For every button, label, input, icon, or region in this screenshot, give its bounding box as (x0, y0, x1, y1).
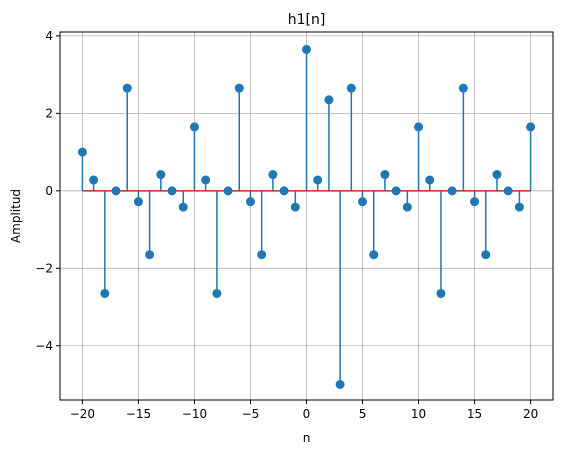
stem-marker (514, 202, 524, 212)
stem-marker (526, 122, 536, 132)
stem-marker (358, 197, 368, 207)
x-tick-label: −10 (182, 407, 207, 421)
stem-marker (89, 175, 99, 185)
stem-marker (458, 83, 468, 93)
stem-marker (122, 83, 132, 93)
stem-marker (335, 380, 345, 390)
stem-marker (380, 170, 390, 180)
stem-marker (234, 83, 244, 93)
y-tick-label: −4 (35, 339, 53, 353)
stem-marker (324, 95, 334, 105)
stem-marker (346, 83, 356, 93)
x-tick-label: 15 (467, 407, 482, 421)
x-tick-label: 0 (303, 407, 311, 421)
stem-marker (290, 202, 300, 212)
stem-marker (201, 175, 211, 185)
stem-marker (481, 250, 491, 260)
stem-marker (470, 197, 480, 207)
markers (77, 44, 536, 390)
y-ticks: −4 −2 0 2 4 (35, 29, 60, 353)
x-tick-label: 5 (359, 407, 367, 421)
x-tick-label: 20 (523, 407, 538, 421)
stem-marker (279, 186, 289, 196)
stem-marker (77, 147, 87, 157)
x-tick-label: 10 (411, 407, 426, 421)
x-tick-label: −15 (126, 407, 151, 421)
stem-marker (189, 122, 199, 132)
stem-marker (111, 186, 121, 196)
chart-title: h1[n] (288, 12, 326, 28)
y-tick-label: 2 (45, 106, 53, 120)
x-tick-label: −20 (70, 407, 95, 421)
stem-marker (436, 288, 446, 298)
stem-marker (167, 186, 177, 196)
stem-marker (245, 197, 255, 207)
stem-marker (156, 170, 166, 180)
stem-marker (369, 250, 379, 260)
stem-marker (313, 175, 323, 185)
y-tick-label: 4 (45, 29, 53, 43)
x-ticks: −20 −15 −10 −5 0 5 10 15 20 (70, 400, 538, 421)
stem-marker (268, 170, 278, 180)
stem-marker (492, 170, 502, 180)
y-tick-label: 0 (45, 184, 53, 198)
stem-marker (302, 44, 311, 54)
x-tick-label: −5 (242, 407, 260, 421)
y-tick-label: −2 (35, 261, 53, 275)
stem-marker (503, 186, 513, 196)
y-axis-label: Amplitud (9, 189, 23, 243)
stem-marker (391, 186, 401, 196)
stem-marker (100, 288, 110, 298)
stem-marker (178, 202, 188, 212)
stem-marker (257, 250, 267, 260)
stem-marker (212, 288, 222, 298)
stem-marker (145, 250, 155, 260)
stem-marker (223, 186, 233, 196)
stem-marker (447, 186, 457, 196)
stem-marker (414, 122, 424, 132)
stem-marker (402, 202, 412, 212)
stem-marker (133, 197, 143, 207)
stem-marker (425, 175, 435, 185)
x-axis-label: n (303, 431, 311, 445)
